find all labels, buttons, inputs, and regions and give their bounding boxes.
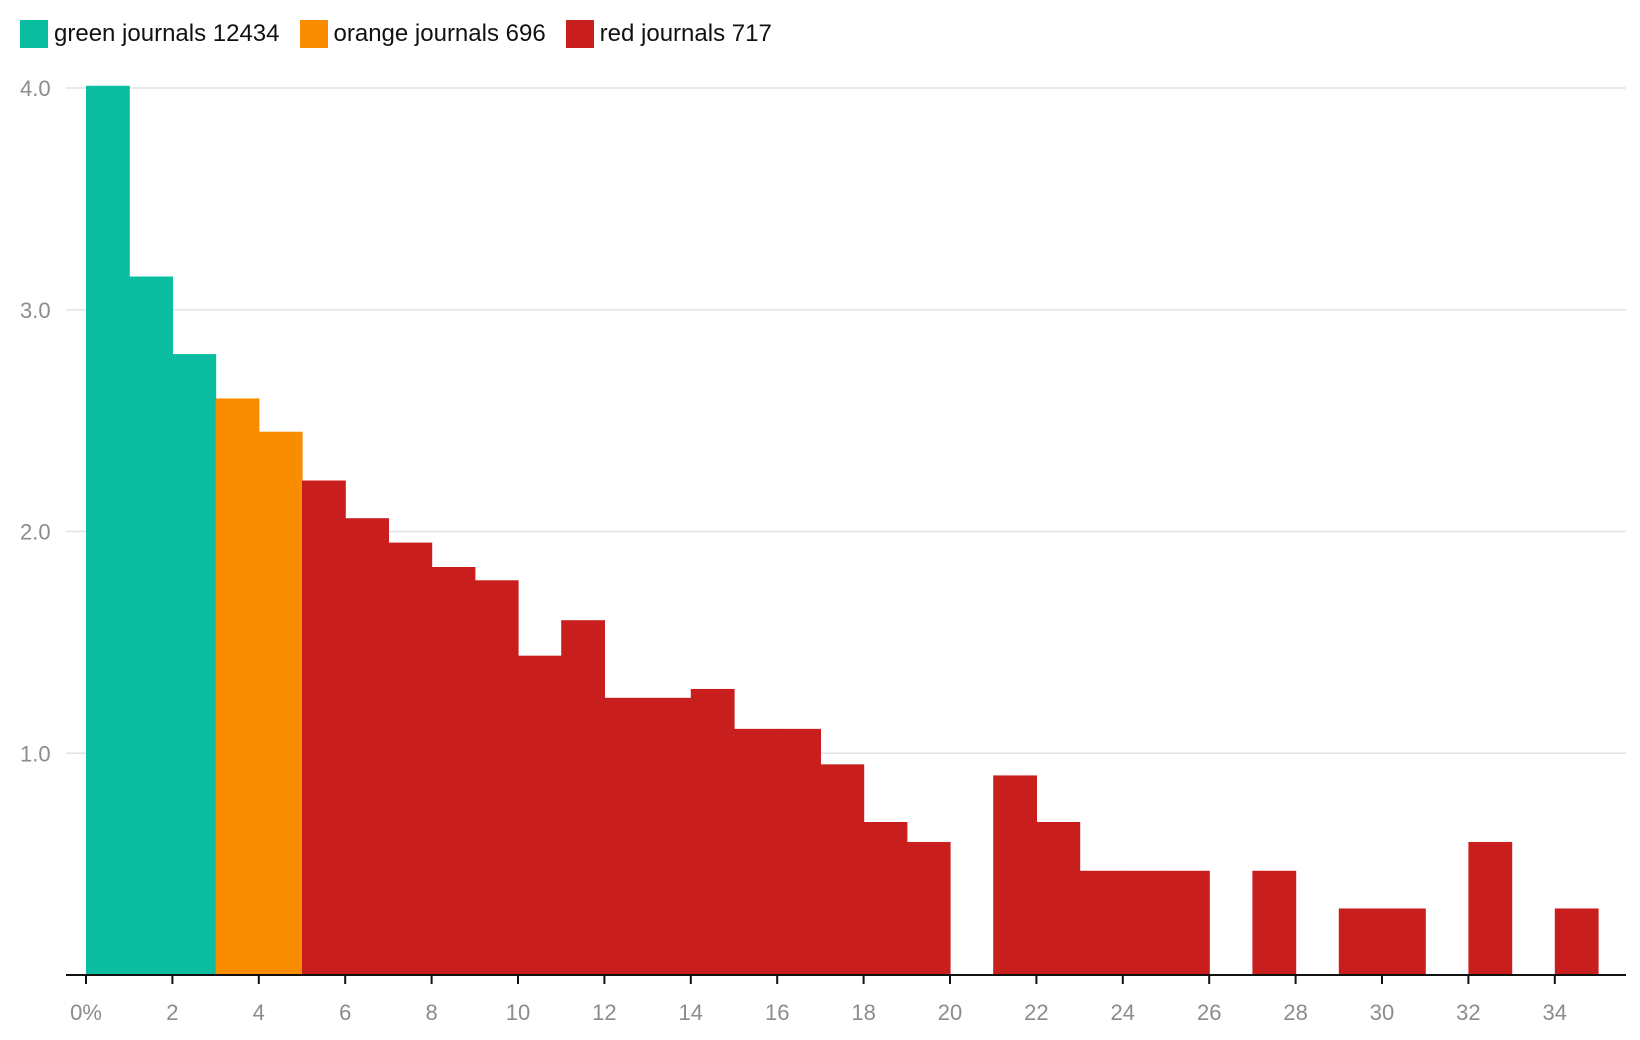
legend-swatch-green: [20, 20, 48, 48]
bar-2-15: [993, 775, 1037, 975]
x-tick-label-16: 32: [1456, 1000, 1480, 1025]
bar-2-2: [388, 542, 433, 975]
x-tick-label-1: 2: [166, 1000, 178, 1025]
bar-2-3: [431, 566, 476, 975]
x-tick-label-2: 4: [253, 1000, 265, 1025]
legend: green journals 12434 orange journals 696…: [20, 20, 792, 48]
axes: [66, 974, 1626, 984]
bars: [86, 85, 1599, 976]
legend-label-green: green journals 12434: [54, 20, 280, 47]
legend-label-orange: orange journals 696: [333, 20, 546, 47]
bar-2-7: [604, 697, 649, 975]
x-tick-label-6: 12: [592, 1000, 616, 1025]
legend-swatch-red: [565, 20, 594, 48]
bar-1-0: [215, 398, 260, 975]
y-tick-label-2: 3.0: [20, 298, 51, 323]
bar-2-17: [1079, 870, 1124, 975]
x-tick-label-8: 16: [765, 1000, 789, 1025]
bar-2-21: [1338, 908, 1383, 975]
bar-2-13: [863, 821, 908, 975]
bar-2-6: [561, 620, 605, 975]
bar-2-11: [777, 728, 821, 975]
x-tick-label-10: 20: [938, 1000, 962, 1025]
y-tick-label-1: 2.0: [20, 520, 51, 545]
bar-2-24: [1554, 908, 1599, 975]
y-tick-label-3: 4.0: [20, 76, 51, 101]
bar-2-22: [1382, 908, 1426, 975]
bar-2-10: [734, 728, 778, 975]
legend-label-red: red journals 717: [599, 20, 772, 47]
x-tick-label-4: 8: [425, 1000, 437, 1025]
x-tick-label-7: 14: [679, 1000, 703, 1025]
bar-2-19: [1166, 870, 1210, 975]
x-tick-label-3: 6: [339, 1000, 351, 1025]
bar-1-1: [258, 431, 303, 975]
x-tick-label-12: 24: [1111, 1000, 1135, 1025]
bar-2-5: [518, 655, 562, 975]
x-tick-label-9: 18: [851, 1000, 875, 1025]
legend-swatch-orange: [299, 20, 328, 48]
bar-0-2: [172, 354, 217, 976]
bar-2-23: [1468, 841, 1513, 975]
bar-2-1: [345, 518, 389, 975]
x-tick-label-17: 34: [1543, 1000, 1567, 1025]
y-tick-label-0: 1.0: [20, 741, 51, 766]
tick-labels: 1.02.03.04.00% 2 4 6 8 10 12 14 16 18 20 22 24 26 28 30…: [20, 76, 1567, 1025]
bar-2-14: [906, 841, 951, 975]
bar-2-8: [647, 697, 692, 975]
legend-item-orange: orange journals 696: [299, 20, 546, 48]
legend-item-green: green journals 12434: [20, 20, 280, 48]
x-tick-label-15: 30: [1370, 1000, 1394, 1025]
x-tick-label-13: 26: [1197, 1000, 1221, 1025]
x-tick-label-11: 22: [1024, 1000, 1048, 1025]
bar-2-12: [820, 764, 865, 975]
legend-item-red: red journals 717: [565, 20, 772, 48]
bar-0-0: [86, 85, 130, 976]
bar-2-9: [690, 688, 735, 975]
x-tick-label-14: 28: [1283, 1000, 1307, 1025]
bar-2-0: [302, 480, 346, 975]
bar-2-18: [1122, 870, 1167, 975]
x-tick-label-0: 0%: [70, 1000, 102, 1025]
x-tick-label-5: 10: [506, 1000, 530, 1025]
bar-2-20: [1252, 870, 1297, 975]
bar-2-16: [1036, 821, 1081, 975]
bar-2-4: [474, 580, 519, 975]
bar-0-1: [129, 276, 173, 975]
